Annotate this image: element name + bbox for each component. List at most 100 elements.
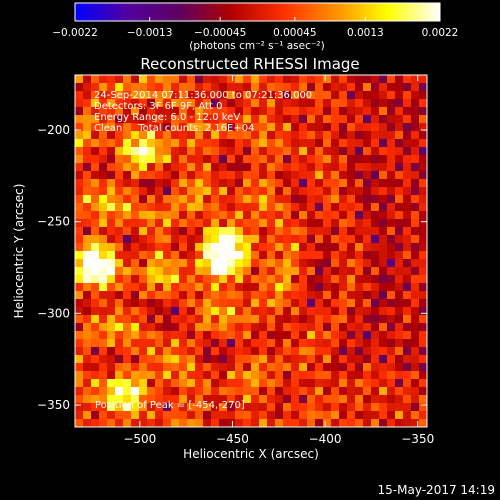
heatmap-cell [139,211,148,220]
heatmap-cell [299,411,308,420]
heatmap-cell [299,291,308,300]
heatmap-cell [275,211,284,220]
heatmap-cell [203,275,212,284]
heatmap-cell [131,251,140,260]
heatmap-cell [115,331,124,340]
heatmap-cell [283,355,292,364]
heatmap-cell [75,315,84,324]
heatmap-cell [83,139,92,148]
heatmap-cell [131,331,140,340]
heatmap-cell [195,395,204,404]
heatmap-cell [299,363,308,372]
heatmap-cell [323,339,332,348]
heatmap-cell [91,91,100,100]
heatmap-cell [187,147,196,156]
heatmap-cell [163,323,172,332]
heatmap-cell [355,179,364,188]
heatmap-cell [171,147,180,156]
heatmap-cell [107,403,116,412]
heatmap-cell [339,235,348,244]
heatmap-cell [195,299,204,308]
heatmap-cell [131,275,140,284]
heatmap-cell [147,307,156,316]
heatmap-cell [235,195,244,204]
heatmap-cell [355,163,364,172]
heatmap-cell [291,75,300,84]
heatmap-cell [147,331,156,340]
heatmap-cell [371,123,380,132]
heatmap-cell [227,267,236,276]
heatmap-cell [339,371,348,380]
heatmap-cell [147,275,156,284]
heatmap-cell [115,355,124,364]
heatmap-cell [171,243,180,252]
heatmap-cell [123,123,132,132]
heatmap-cell [203,307,212,316]
heatmap-cell [123,211,132,220]
heatmap-cell [227,315,236,324]
heatmap-cell [379,131,388,140]
heatmap-cell [123,403,132,412]
heatmap-cell [323,307,332,316]
heatmap-cell [155,163,164,172]
heatmap-cell [403,411,412,420]
heatmap-cell [251,283,260,292]
heatmap-cell [131,83,140,92]
heatmap-cell [203,155,212,164]
heatmap-cell [91,203,100,212]
heatmap-cell [115,99,124,108]
heatmap-cell [339,403,348,412]
heatmap-cell [243,251,252,260]
heatmap-cell [235,331,244,340]
heatmap-cell [379,283,388,292]
heatmap-cell [347,211,356,220]
heatmap-cell [131,371,140,380]
heatmap-cell [155,347,164,356]
heatmap-cell [107,179,116,188]
heatmap-cell [163,403,172,412]
heatmap-cell [267,251,276,260]
heatmap-cell [307,155,316,164]
heatmap-cell [163,131,172,140]
heatmap-cell [355,243,364,252]
heatmap-cell [331,171,340,180]
heatmap-cell [195,107,204,116]
heatmap-cell [411,203,420,212]
heatmap-cell [99,227,108,236]
heatmap-cell [243,155,252,164]
heatmap-cell [371,75,380,84]
heatmap-cell [219,131,228,140]
heatmap-cell [155,131,164,140]
heatmap-cell [363,371,372,380]
heatmap-cell [83,299,92,308]
heatmap-cell [347,75,356,84]
heatmap-cell [195,171,204,180]
heatmap-cell [163,83,172,92]
heatmap-cell [219,187,228,196]
heatmap-cell [99,419,108,428]
heatmap-cell [179,323,188,332]
heatmap-cell [219,267,228,276]
heatmap-cell [123,411,132,420]
heatmap-cell [155,83,164,92]
heatmap-cell [387,259,396,268]
heatmap-cell [291,355,300,364]
heatmap-cell [331,139,340,148]
heatmap-cell [91,235,100,244]
heatmap-cell [355,331,364,340]
heatmap-cell [187,131,196,140]
heatmap-cell [139,419,148,428]
heatmap-cell [179,107,188,116]
heatmap-cell [147,339,156,348]
heatmap-cell [99,371,108,380]
heatmap-cell [387,267,396,276]
heatmap-cell [363,131,372,140]
heatmap-cell [107,347,116,356]
heatmap-cell [371,291,380,300]
heatmap-cell [283,203,292,212]
heatmap-cell [251,411,260,420]
heatmap-cell [411,139,420,148]
heatmap-cell [187,155,196,164]
heatmap-cell [331,163,340,172]
heatmap-cell [131,147,140,156]
